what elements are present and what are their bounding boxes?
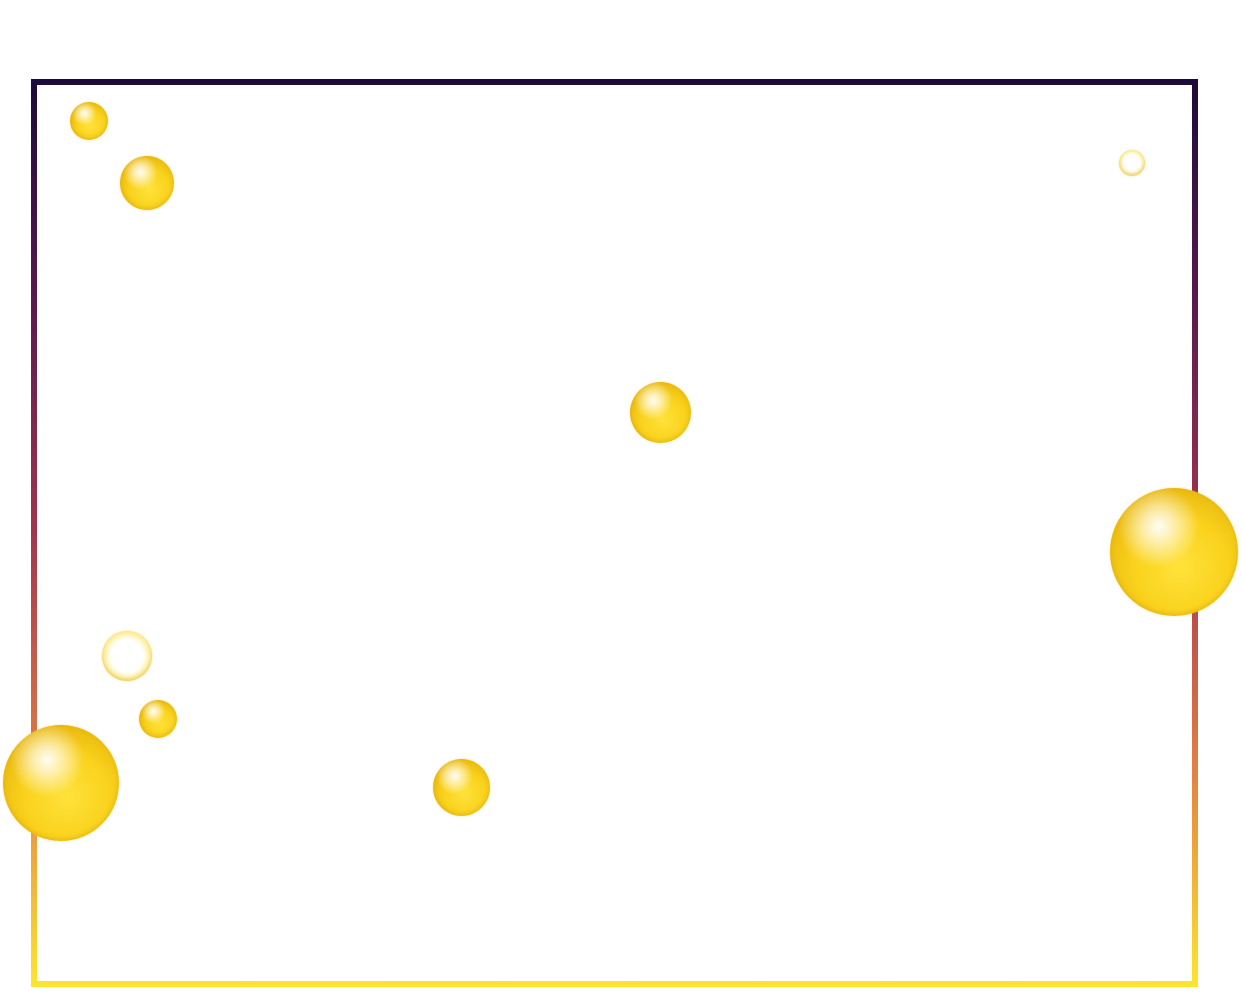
bubble-icon [433,759,490,816]
bubble-icon [139,700,177,738]
bubble-icon [70,102,108,140]
bubble-icon [630,382,691,443]
gradient-frame [31,79,1198,987]
bubble-icon [3,725,119,841]
bubble-icon [120,156,174,210]
bubble-icon [1110,488,1238,616]
bubble-icon [102,631,152,681]
bubble-icon [1119,150,1145,176]
